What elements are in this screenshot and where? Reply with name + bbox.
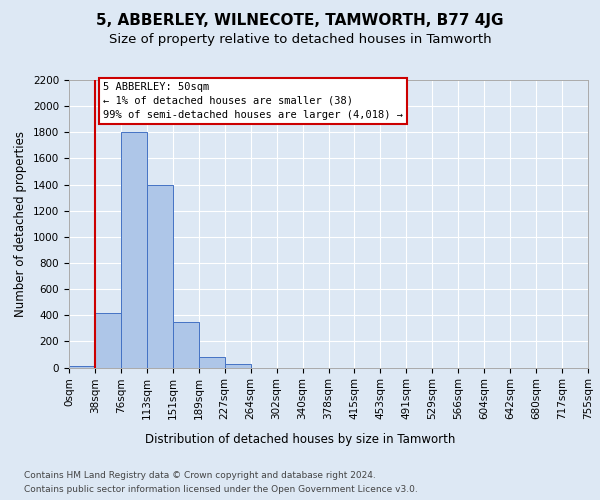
Y-axis label: Number of detached properties: Number of detached properties — [14, 130, 28, 317]
Text: 5, ABBERLEY, WILNECOTE, TAMWORTH, B77 4JG: 5, ABBERLEY, WILNECOTE, TAMWORTH, B77 4J… — [96, 12, 504, 28]
Bar — [225, 364, 251, 368]
Bar — [147, 184, 173, 368]
Bar — [95, 312, 121, 368]
Text: Distribution of detached houses by size in Tamworth: Distribution of detached houses by size … — [145, 432, 455, 446]
Bar — [173, 322, 199, 368]
Text: Contains public sector information licensed under the Open Government Licence v3: Contains public sector information licen… — [24, 485, 418, 494]
Text: 5 ABBERLEY: 50sqm
← 1% of detached houses are smaller (38)
99% of semi-detached : 5 ABBERLEY: 50sqm ← 1% of detached house… — [103, 82, 403, 120]
Bar — [199, 357, 224, 368]
Bar — [69, 366, 95, 368]
Text: Size of property relative to detached houses in Tamworth: Size of property relative to detached ho… — [109, 32, 491, 46]
Text: Contains HM Land Registry data © Crown copyright and database right 2024.: Contains HM Land Registry data © Crown c… — [24, 471, 376, 480]
Bar — [121, 132, 147, 368]
